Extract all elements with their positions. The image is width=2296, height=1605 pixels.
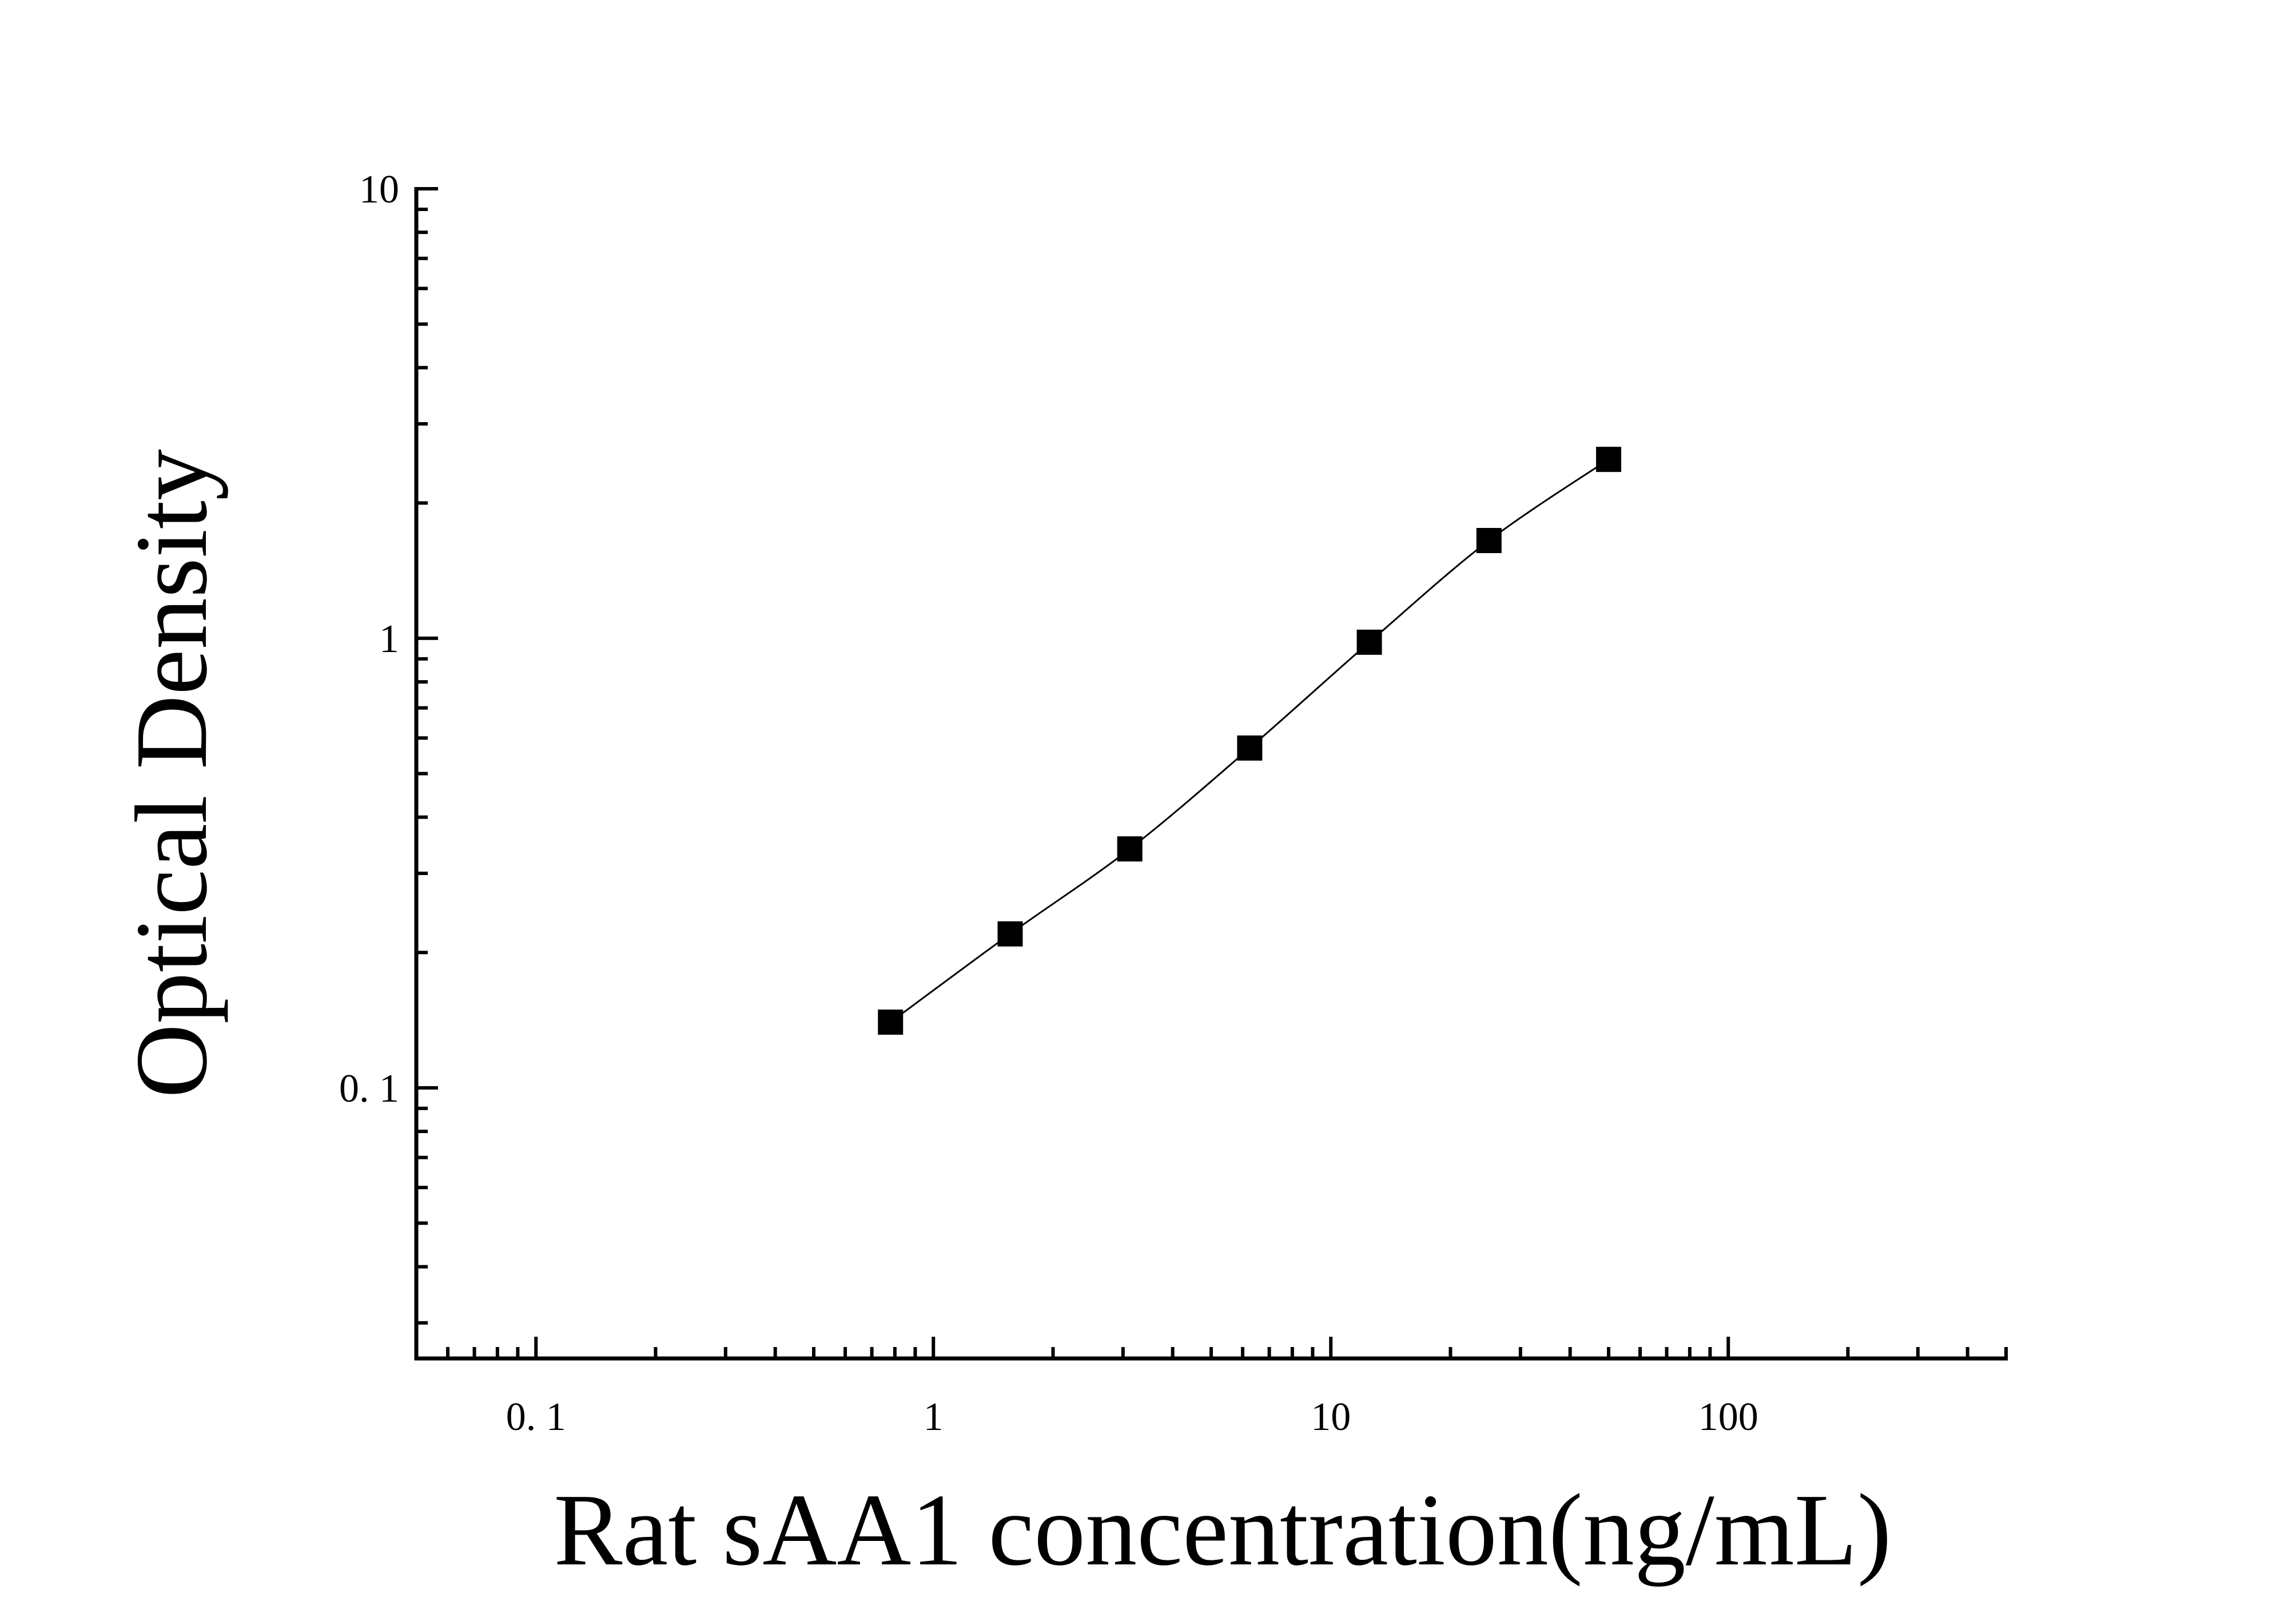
x-tick-label: 0. 1 (506, 1395, 566, 1439)
data-points (878, 447, 1621, 1035)
data-point (1117, 836, 1143, 862)
x-tick-label: 10 (1311, 1395, 1351, 1439)
data-point (997, 921, 1023, 947)
y-tick-label: 1 (379, 617, 399, 661)
data-point (878, 1009, 904, 1035)
x-tick-label: 1 (924, 1395, 944, 1439)
axis-ticks (415, 187, 2008, 1358)
y-tick-label: 0. 1 (339, 1067, 399, 1111)
data-point (1476, 527, 1502, 553)
data-point (1596, 447, 1621, 472)
data-point (1237, 735, 1263, 761)
y-axis-title: Optical Density (114, 449, 228, 1098)
data-point (1356, 629, 1382, 655)
x-tick-label: 100 (1698, 1395, 1758, 1439)
y-tick-label: 10 (359, 168, 399, 212)
x-axis-title: Rat sAA1 concentration(ng/mL) (554, 1473, 1891, 1587)
tick-labels: 0. 1 1 10 100 0. 1 1 10 (339, 168, 1758, 1439)
